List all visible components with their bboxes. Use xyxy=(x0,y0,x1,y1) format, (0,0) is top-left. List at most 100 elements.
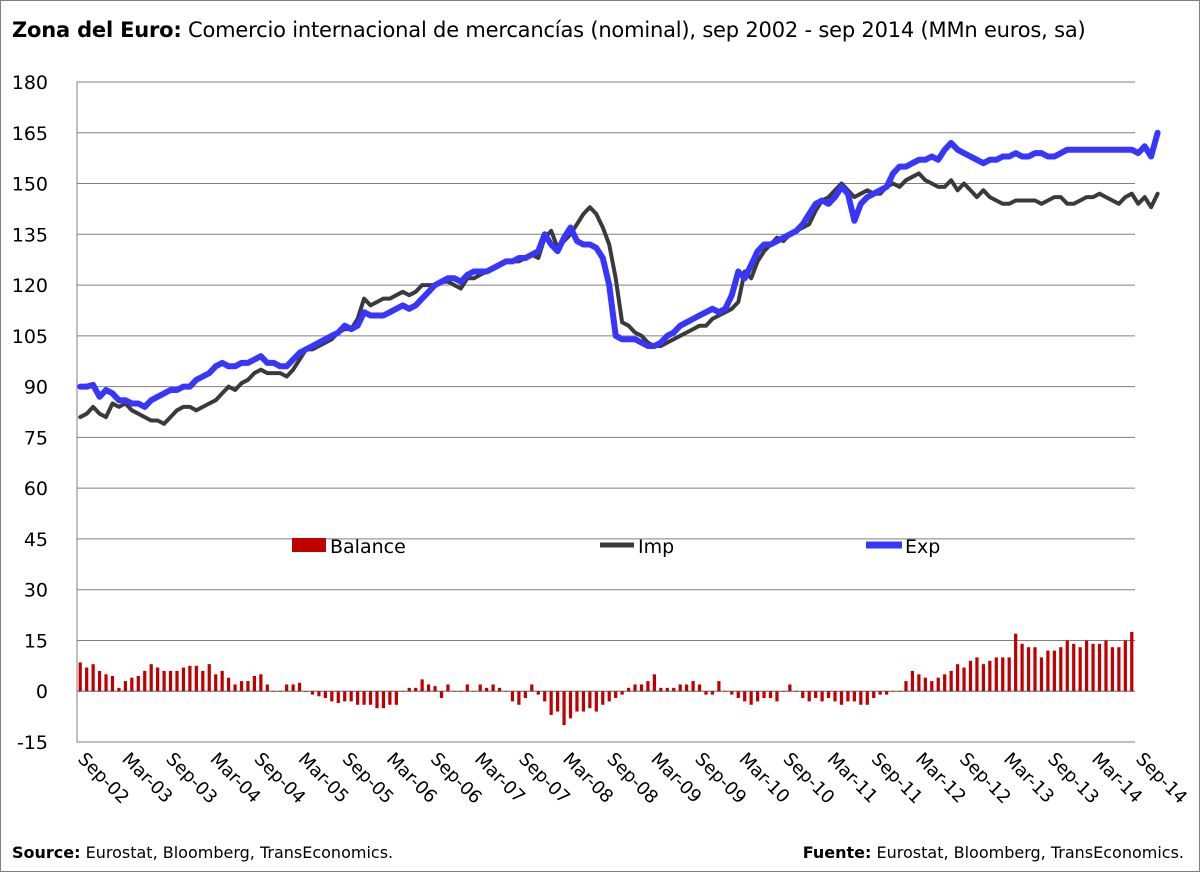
y-tick-label: 165 xyxy=(12,123,48,145)
balance-bar xyxy=(1014,633,1018,692)
balance-bar xyxy=(620,691,624,695)
balance-bar xyxy=(188,665,192,692)
balance-bar xyxy=(885,691,889,695)
balance-bar xyxy=(1059,647,1063,692)
balance-bar xyxy=(285,684,289,692)
balance-bar xyxy=(788,684,792,692)
balance-bar xyxy=(1065,640,1069,692)
y-tick-label: 90 xyxy=(24,377,48,399)
balance-bar xyxy=(575,691,579,712)
balance-bar xyxy=(794,691,798,692)
balance-bar xyxy=(272,691,276,692)
balance-bar xyxy=(723,691,727,692)
balance-bar xyxy=(1110,647,1115,692)
balance-bar xyxy=(543,691,547,702)
balance-bar xyxy=(878,691,882,695)
balance-bar xyxy=(414,687,418,692)
balance-bar xyxy=(117,687,121,692)
balance-bar xyxy=(175,670,179,692)
balance-bar xyxy=(936,677,940,692)
balance-bar xyxy=(343,691,347,702)
x-tick-label: Sep-14 xyxy=(1131,749,1191,809)
balance-bar xyxy=(246,681,250,692)
balance-bar xyxy=(652,674,656,692)
fuente-note: Fuente: Eurostat, Bloomberg, TransEconom… xyxy=(803,843,1184,862)
balance-bar xyxy=(91,664,95,692)
y-tick-label: 105 xyxy=(12,326,48,348)
y-tick-label: 60 xyxy=(24,478,48,500)
balance-bar xyxy=(143,670,147,692)
legend: Balance Imp Exp xyxy=(292,536,940,558)
balance-bar xyxy=(614,691,618,698)
balance-bar xyxy=(923,677,927,692)
balance-bar xyxy=(1085,640,1089,692)
balance-bar xyxy=(717,681,721,692)
balance-bar xyxy=(762,691,766,698)
balance-bar xyxy=(194,665,198,692)
balance-bar xyxy=(252,676,257,692)
balance-bar xyxy=(485,687,489,692)
balance-bar xyxy=(775,691,779,702)
fuente-text: Eurostat, Bloomberg, TransEconomics. xyxy=(871,843,1185,862)
balance-bar xyxy=(388,691,392,705)
balance-bar xyxy=(97,670,102,692)
legend-label-imp: Imp xyxy=(638,536,674,558)
balance-bar xyxy=(1091,643,1095,692)
balance-bar xyxy=(981,664,986,692)
balance-bar xyxy=(962,667,966,692)
balance-bar xyxy=(826,691,831,698)
balance-bar xyxy=(472,691,476,692)
balance-bar xyxy=(833,691,837,702)
balance-bar xyxy=(1097,643,1102,692)
balance-bar xyxy=(949,670,953,692)
chart-title-rest: Comercio internacional de mercancías (no… xyxy=(181,18,1086,42)
y-tick-label: 150 xyxy=(12,174,48,196)
balance-bar xyxy=(852,691,856,702)
balance-bar xyxy=(330,691,334,702)
balance-bar xyxy=(685,684,689,692)
balance-bar xyxy=(123,681,127,692)
balance-bar xyxy=(588,691,592,709)
balance-bar xyxy=(665,687,669,692)
balance-bar xyxy=(749,691,753,705)
balance-bar xyxy=(368,691,373,705)
balance-bar xyxy=(556,691,560,712)
balance-bar xyxy=(872,691,876,698)
balance-bar xyxy=(497,687,502,692)
chart-title-bold: Zona del Euro: xyxy=(12,18,182,42)
y-tick-label: -15 xyxy=(17,732,48,754)
balance-bar xyxy=(1117,647,1121,692)
balance-bar xyxy=(78,662,82,692)
balance-bar xyxy=(336,691,340,704)
balance-bar xyxy=(201,670,205,692)
balance-bar xyxy=(433,686,437,692)
balance-bar xyxy=(755,691,760,702)
balance-bar xyxy=(465,684,469,692)
balance-bar xyxy=(491,684,495,692)
balance-bar xyxy=(136,676,140,692)
y-tick-label: 30 xyxy=(24,580,48,602)
balance-bar xyxy=(814,691,818,698)
balance-bar xyxy=(220,670,224,692)
balance-bar xyxy=(743,691,747,702)
balance-bar xyxy=(1072,643,1076,692)
balance-bar xyxy=(562,691,566,726)
balance-bar xyxy=(214,674,218,692)
y-tick-label: 180 xyxy=(12,72,48,94)
balance-bar xyxy=(323,691,327,698)
source-text: Eurostat, Bloomberg, TransEconomics. xyxy=(80,843,394,862)
balance-bar xyxy=(1052,650,1056,692)
balance-bar xyxy=(162,670,166,692)
gridlines xyxy=(76,81,1135,743)
balance-bar xyxy=(943,674,947,692)
balance-bar xyxy=(865,691,869,705)
balance-bar xyxy=(549,691,553,715)
balance-bar xyxy=(917,674,921,692)
balance-bar xyxy=(452,691,457,692)
balance-bar xyxy=(646,681,650,692)
balance-bar xyxy=(407,687,411,692)
balance-bar xyxy=(1026,647,1031,692)
balance-bar xyxy=(988,660,992,692)
